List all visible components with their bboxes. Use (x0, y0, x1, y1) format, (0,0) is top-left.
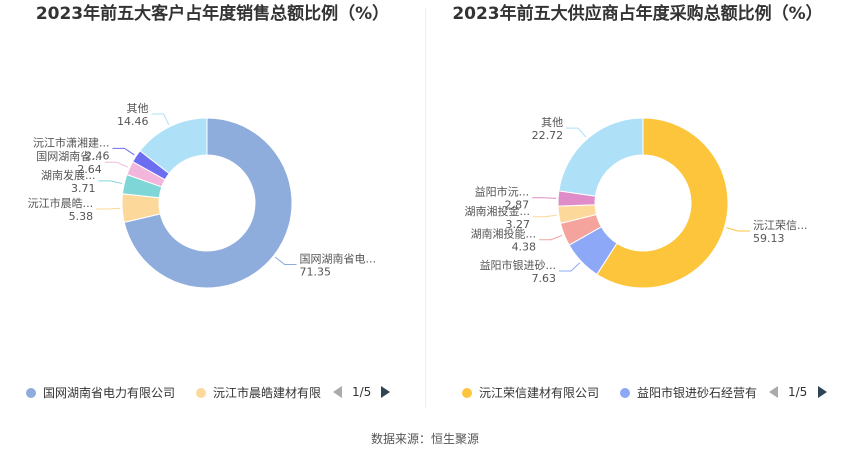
slice-value-label: 71.35 (300, 266, 332, 279)
slice-label: 湖南发展... (41, 168, 96, 182)
slice-value-label: 3.71 (71, 182, 96, 195)
legend-item[interactable]: 国网湖南省电力有限公司 (26, 384, 175, 401)
legend-item[interactable]: 益阳市银进砂石经营有 (620, 384, 757, 401)
leader-line (96, 207, 121, 210)
slice-label: 沅江市晨皓... (28, 196, 94, 210)
legend-label: 沅江荣信建材有限公司 (479, 386, 600, 400)
panel-divider (425, 8, 426, 408)
slice-value-label: 4.38 (512, 241, 537, 254)
slice-label: 其他 (127, 102, 149, 115)
slice-label: 湖南湘投能... (471, 227, 537, 241)
pie-slice[interactable] (596, 117, 729, 289)
slice-label: 湖南湘投金... (464, 204, 530, 218)
chart-legend: 国网湖南省电力有限公司 沅江市晨皓建材有限 1/5 (0, 384, 425, 402)
slice-label: 益阳市沅... (475, 185, 530, 199)
chart-legend: 沅江荣信建材有限公司 益阳市银进砂石经营有 1/5 (425, 384, 850, 402)
legend-page-indicator: 1/5 (788, 385, 808, 399)
supplier-donut-chart: 沅江荣信...59.13 益阳市银进砂...7.63 湖南湘投能...4.38 湖南湘… (464, 116, 808, 289)
slice-value-label: 14.46 (117, 115, 149, 128)
legend-item[interactable]: 沅江荣信建材有限公司 (462, 384, 599, 401)
slice-label: 国网湖南省... (36, 150, 102, 163)
legend-label: 沅江市晨皓建材有限 (213, 386, 322, 400)
data-source: 数据来源：恒生聚源 (370, 432, 479, 446)
slice-value-label: 59.13 (753, 232, 785, 245)
legend-dot-1 (196, 388, 206, 398)
chart-title: 2023年前五大客户占年度销售总额比例（%） (35, 4, 390, 24)
legend-item[interactable]: 沅江市晨皓建材有限 (196, 384, 321, 401)
leader-line (539, 234, 563, 241)
legend-dot-0 (26, 388, 36, 398)
slice-label: 其他 (541, 116, 563, 129)
slice-value-label: 2.87 (505, 199, 530, 212)
pie-slice[interactable] (558, 117, 644, 197)
legend-label: 益阳市银进砂石经营有 (637, 386, 758, 400)
leader-line (151, 113, 170, 126)
leader-line (559, 262, 581, 272)
legend-next-icon[interactable] (818, 386, 827, 398)
leader-line (532, 214, 557, 218)
pie-slice[interactable] (123, 117, 293, 289)
slice-label: 沅江荣信... (753, 219, 808, 232)
customer-chart-panel: 2023年前五大客户占年度销售总额比例（%） 国网湖南省电... 71.35 沅江市… (0, 0, 425, 410)
leader-line (274, 256, 297, 266)
pie-slice[interactable] (139, 117, 208, 175)
slice-value-label: 7.63 (532, 272, 557, 285)
slice-value-label: 3.27 (505, 218, 530, 231)
leader-line (112, 147, 135, 156)
leader-line (726, 227, 750, 232)
slice-value-label: 2.64 (77, 163, 102, 176)
legend-label: 国网湖南省电力有限公司 (43, 386, 176, 400)
legend-next-icon[interactable] (381, 386, 390, 398)
slice-value-label: 22.72 (532, 129, 564, 142)
slice-label: 沅江市潇湘建... (33, 135, 110, 149)
leader-line (104, 161, 128, 168)
legend-prev-icon[interactable] (333, 386, 342, 398)
legend-dot-0 (462, 388, 472, 398)
leader-line (532, 197, 557, 199)
slice-label: 益阳市银进砂... (480, 258, 557, 272)
legend-prev-icon[interactable] (769, 386, 778, 398)
slice-value-label: 2.46 (85, 149, 110, 162)
supplier-chart-panel: 2023年前五大供应商占年度采购总额比例（%） 沅江荣信... 59.13 益阳市银… (425, 0, 850, 410)
legend-page-indicator: 1/5 (352, 385, 372, 399)
legend-dot-1 (620, 388, 630, 398)
leader-line (98, 180, 123, 185)
customer-donut-chart: 国网湖南省电...71.35 沅江市晨皓...5.38 湖南发展...3.71 国网湖… (28, 102, 377, 289)
leader-line (566, 127, 587, 138)
slice-label: 国网湖南省电... (300, 253, 377, 266)
slice-value-label: 5.38 (69, 210, 94, 223)
chart-title: 2023年前五大供应商占年度采购总额比例（%） (452, 4, 823, 24)
